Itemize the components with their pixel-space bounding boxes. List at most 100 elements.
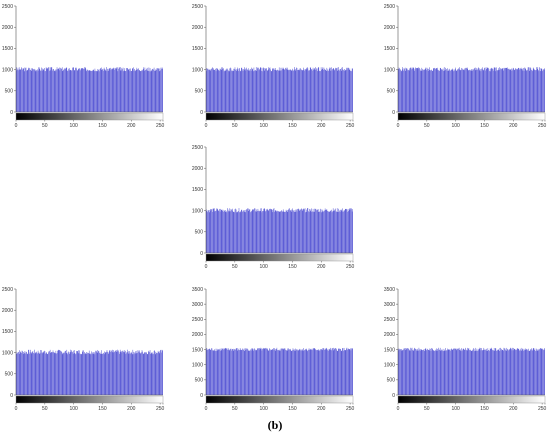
histogram-bar bbox=[467, 68, 468, 112]
histogram-bar bbox=[271, 349, 272, 395]
histogram-bar bbox=[226, 68, 227, 112]
histogram-bar bbox=[508, 350, 509, 395]
histogram-bar bbox=[321, 68, 323, 112]
histogram-bar bbox=[225, 70, 227, 112]
histogram-bar bbox=[127, 69, 129, 112]
histogram-bar bbox=[459, 67, 460, 112]
histogram-bar bbox=[524, 349, 526, 395]
histogram-bar bbox=[288, 349, 290, 395]
histogram-bar bbox=[320, 209, 322, 253]
histogram-bar bbox=[211, 209, 212, 253]
histogram-bar bbox=[416, 68, 417, 112]
histogram-bar bbox=[304, 350, 305, 395]
histogram-bar bbox=[327, 349, 329, 395]
histogram-bar bbox=[328, 211, 329, 253]
histogram-bar bbox=[331, 212, 333, 253]
x-tick-label: 250 bbox=[156, 123, 165, 129]
histogram-bar bbox=[75, 67, 77, 112]
histogram-bar bbox=[106, 351, 107, 395]
histogram-bar bbox=[432, 349, 433, 395]
histogram-bar bbox=[275, 350, 276, 395]
histogram-bar bbox=[501, 349, 503, 395]
histogram-bar bbox=[30, 353, 32, 395]
histogram-bar bbox=[486, 69, 487, 112]
histogram-bar bbox=[303, 67, 304, 112]
histogram-bar bbox=[82, 68, 83, 112]
histogram-bar bbox=[34, 71, 36, 112]
histogram-bar bbox=[340, 209, 341, 253]
y-tick-label: 3500 bbox=[192, 287, 203, 293]
histogram-bar bbox=[304, 70, 305, 112]
histogram-bar bbox=[274, 69, 275, 112]
histogram-top-left: 0 500 1000 1500 2000 2500 0 50 100 150 200 250 bbox=[0, 0, 168, 130]
histogram-bar bbox=[259, 67, 261, 112]
histogram-bar bbox=[445, 350, 447, 395]
histogram-bar bbox=[46, 352, 47, 395]
histogram-bar bbox=[216, 209, 218, 253]
histogram-bar bbox=[218, 210, 220, 253]
y-tick-label: 0 bbox=[10, 110, 13, 116]
histogram-bar bbox=[410, 67, 411, 112]
histogram-bar bbox=[532, 350, 533, 395]
histogram-bar bbox=[135, 70, 136, 112]
histogram-bar bbox=[345, 350, 347, 395]
histogram-bar bbox=[500, 68, 502, 112]
histogram-bar bbox=[538, 348, 540, 395]
histogram-bar bbox=[222, 209, 224, 253]
histogram-bar bbox=[266, 209, 267, 253]
histogram-bar bbox=[499, 67, 500, 112]
histogram-bar bbox=[137, 350, 139, 395]
histogram-bar bbox=[120, 351, 122, 395]
histogram-bar bbox=[131, 352, 132, 395]
histogram-bar bbox=[25, 351, 27, 395]
histogram-bar bbox=[247, 69, 248, 112]
histogram-bar bbox=[293, 349, 294, 395]
histogram-bar bbox=[421, 349, 423, 395]
histogram-bar bbox=[61, 67, 63, 112]
histogram-bar bbox=[111, 351, 112, 395]
histogram-bar bbox=[244, 350, 245, 395]
x-tick-label: 200 bbox=[317, 123, 326, 129]
histogram-bar bbox=[112, 349, 113, 395]
histogram-bar bbox=[495, 67, 496, 112]
histogram-bar bbox=[56, 353, 58, 395]
histogram-bar bbox=[294, 67, 295, 112]
histogram-bar bbox=[55, 353, 56, 395]
x-tick-label: 250 bbox=[538, 123, 547, 129]
histogram-bar bbox=[326, 67, 328, 112]
histogram-bar bbox=[214, 69, 216, 112]
histogram-bar bbox=[213, 350, 214, 395]
histogram-bar bbox=[433, 350, 434, 395]
histogram-bar bbox=[250, 349, 251, 395]
histogram-bar bbox=[277, 69, 278, 112]
histogram-bar bbox=[236, 348, 237, 395]
histogram-bar bbox=[312, 348, 314, 395]
histogram-bar bbox=[218, 349, 219, 395]
y-tick-label: 500 bbox=[5, 89, 14, 95]
histogram-bar bbox=[53, 71, 55, 112]
histogram-bar bbox=[247, 349, 249, 395]
histogram-bar bbox=[227, 209, 229, 253]
histogram-bar bbox=[22, 69, 23, 112]
histogram-bar bbox=[136, 67, 138, 112]
histogram-bar bbox=[324, 69, 326, 112]
histogram-bar bbox=[334, 70, 335, 112]
histogram-bar bbox=[324, 349, 325, 395]
histogram-bar bbox=[410, 67, 412, 112]
histogram-bar bbox=[276, 347, 278, 395]
histogram-bar bbox=[351, 348, 352, 395]
histogram-bar bbox=[309, 348, 311, 395]
histogram-bar bbox=[492, 68, 494, 112]
histogram-bar bbox=[160, 350, 161, 395]
histogram-bar bbox=[84, 351, 85, 395]
histogram-bar bbox=[487, 348, 489, 395]
histogram-bar bbox=[430, 348, 431, 395]
histogram-bar bbox=[65, 353, 67, 395]
histogram-bar bbox=[31, 352, 33, 395]
histogram-bar bbox=[296, 68, 298, 112]
histogram-bar bbox=[500, 68, 501, 112]
histogram-bar bbox=[99, 71, 100, 112]
histogram-bar bbox=[430, 70, 431, 112]
histogram-bar bbox=[76, 351, 77, 395]
histogram-bar bbox=[115, 68, 116, 112]
